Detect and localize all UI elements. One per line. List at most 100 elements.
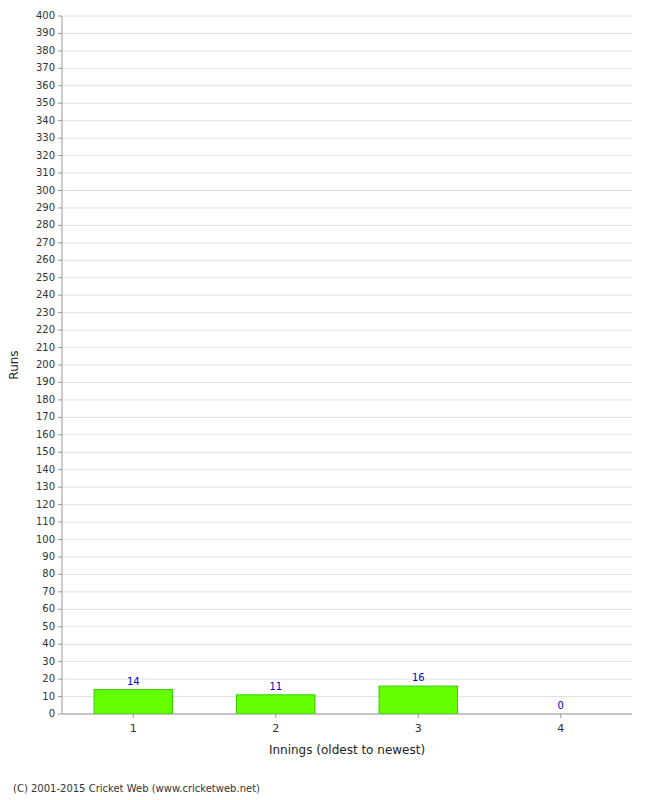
bar (379, 686, 457, 714)
y-tick (58, 277, 62, 278)
grid-line (62, 661, 632, 662)
x-tick-label: 4 (557, 722, 564, 735)
y-tick (58, 661, 62, 662)
y-tick-label: 120 (36, 499, 55, 510)
y-tick (58, 434, 62, 435)
y-tick (58, 487, 62, 488)
y-tick-label: 310 (36, 167, 55, 178)
y-axis-line (62, 16, 63, 714)
y-tick-label: 130 (36, 481, 55, 492)
y-tick (58, 452, 62, 453)
grid-line (62, 539, 632, 540)
grid-line (62, 295, 632, 296)
y-tick (58, 382, 62, 383)
grid-line (62, 225, 632, 226)
bar (94, 690, 172, 714)
grid-line (62, 68, 632, 69)
grid-line (62, 242, 632, 243)
y-tick (58, 591, 62, 592)
y-tick-label: 210 (36, 342, 55, 353)
grid-line (62, 522, 632, 523)
y-tick (58, 312, 62, 313)
chart: 0102030405060708090100110120130140150160… (0, 0, 650, 800)
grid-line (62, 120, 632, 121)
y-tick-label: 290 (36, 202, 55, 213)
bar (522, 714, 600, 715)
y-tick (58, 16, 62, 17)
x-tick (133, 714, 134, 718)
y-tick (58, 225, 62, 226)
y-tick-label: 140 (36, 464, 55, 475)
y-tick-label: 400 (36, 10, 55, 21)
y-tick (58, 33, 62, 34)
x-tick-label: 1 (130, 722, 137, 735)
grid-line (62, 103, 632, 104)
y-tick-label: 100 (36, 534, 55, 545)
y-tick-label: 90 (42, 551, 55, 562)
y-tick (58, 399, 62, 400)
y-tick-label: 330 (36, 132, 55, 143)
grid-line (62, 277, 632, 278)
y-tick-label: 340 (36, 115, 55, 126)
y-tick (58, 417, 62, 418)
grid-line (62, 207, 632, 208)
y-tick-label: 50 (42, 621, 55, 632)
y-tick-label: 260 (36, 254, 55, 265)
grid-line (62, 16, 632, 17)
y-tick (58, 714, 62, 715)
y-tick (58, 207, 62, 208)
y-tick-label: 350 (36, 97, 55, 108)
y-tick (58, 68, 62, 69)
grid-line (62, 33, 632, 34)
y-tick (58, 522, 62, 523)
y-tick-label: 70 (42, 586, 55, 597)
grid-line (62, 626, 632, 627)
y-tick-label: 200 (36, 359, 55, 370)
grid-line (62, 417, 632, 418)
y-tick-label: 20 (42, 673, 55, 684)
grid-line (62, 434, 632, 435)
y-tick-label: 110 (36, 516, 55, 527)
y-tick (58, 539, 62, 540)
y-tick-label: 380 (36, 45, 55, 56)
grid-line (62, 260, 632, 261)
y-tick (58, 347, 62, 348)
x-tick-label: 3 (415, 722, 422, 735)
grid-line (62, 312, 632, 313)
y-tick-label: 270 (36, 237, 55, 248)
y-tick (58, 644, 62, 645)
y-tick-label: 80 (42, 568, 55, 579)
y-tick-label: 150 (36, 446, 55, 457)
y-tick (58, 609, 62, 610)
grid-line (62, 365, 632, 366)
grid-line (62, 155, 632, 156)
y-tick (58, 103, 62, 104)
grid-line (62, 173, 632, 174)
y-tick-label: 320 (36, 150, 55, 161)
grid-line (62, 504, 632, 505)
y-tick-label: 160 (36, 429, 55, 440)
y-tick (58, 295, 62, 296)
y-tick-label: 220 (36, 324, 55, 335)
grid-line (62, 556, 632, 557)
y-tick (58, 50, 62, 51)
y-tick-label: 180 (36, 394, 55, 405)
data-label: 16 (412, 672, 425, 683)
grid-line (62, 469, 632, 470)
y-tick (58, 173, 62, 174)
y-tick (58, 242, 62, 243)
y-tick (58, 120, 62, 121)
x-axis-label: Innings (oldest to newest) (269, 743, 425, 757)
y-tick-label: 280 (36, 219, 55, 230)
y-tick (58, 504, 62, 505)
y-tick (58, 574, 62, 575)
y-tick (58, 260, 62, 261)
grid-line (62, 382, 632, 383)
footer: (C) 2001-2015 Cricket Web (www.cricketwe… (13, 783, 260, 794)
grid-line (62, 138, 632, 139)
grid-line (62, 574, 632, 575)
y-tick-label: 390 (36, 27, 55, 38)
y-tick-label: 40 (42, 638, 55, 649)
data-labels: 1411160 (127, 672, 564, 711)
grid-line (62, 487, 632, 488)
